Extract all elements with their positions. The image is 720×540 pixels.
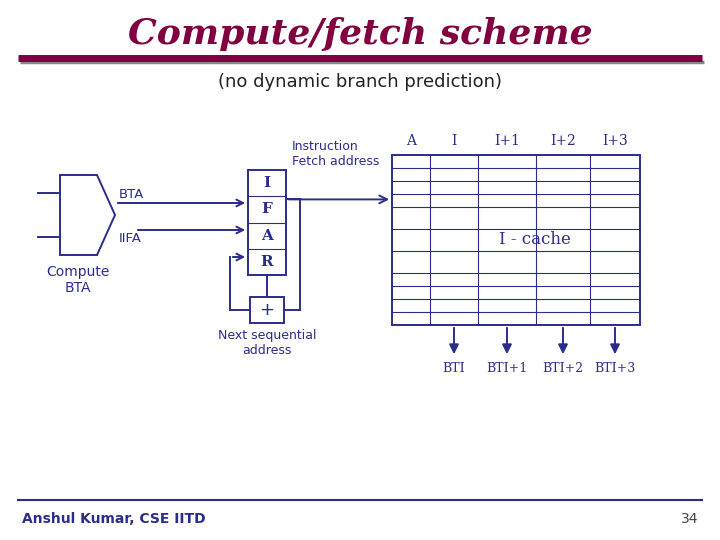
Text: I: I	[451, 134, 456, 148]
Text: BTI+2: BTI+2	[542, 362, 584, 375]
Text: BTI+1: BTI+1	[487, 362, 528, 375]
Text: I: I	[264, 176, 271, 190]
Text: Next sequential
address: Next sequential address	[217, 329, 316, 357]
Text: I+3: I+3	[602, 134, 628, 148]
Text: I - cache: I - cache	[499, 232, 571, 248]
Bar	[392, 155, 640, 325]
Text: A: A	[406, 134, 416, 148]
Text: +: +	[259, 301, 274, 319]
Text: Instruction
Fetch address: Instruction Fetch address	[292, 140, 379, 168]
Text: 34: 34	[680, 512, 698, 526]
Text: BTA: BTA	[119, 188, 145, 201]
Bar	[248, 170, 286, 275]
Text: R: R	[261, 255, 274, 269]
Text: Compute/fetch scheme: Compute/fetch scheme	[127, 17, 593, 51]
Text: A: A	[261, 228, 273, 242]
Text: I+2: I+2	[550, 134, 576, 148]
Text: I+1: I+1	[494, 134, 520, 148]
Text: BTI+3: BTI+3	[595, 362, 636, 375]
Text: IIFA: IIFA	[119, 232, 142, 245]
Text: Compute
BTA: Compute BTA	[46, 265, 109, 295]
Bar	[250, 297, 284, 323]
Text: Anshul Kumar, CSE IITD: Anshul Kumar, CSE IITD	[22, 512, 206, 526]
Text: F: F	[261, 202, 272, 217]
Text: (no dynamic branch prediction): (no dynamic branch prediction)	[218, 73, 502, 91]
Text: BTI: BTI	[443, 362, 465, 375]
